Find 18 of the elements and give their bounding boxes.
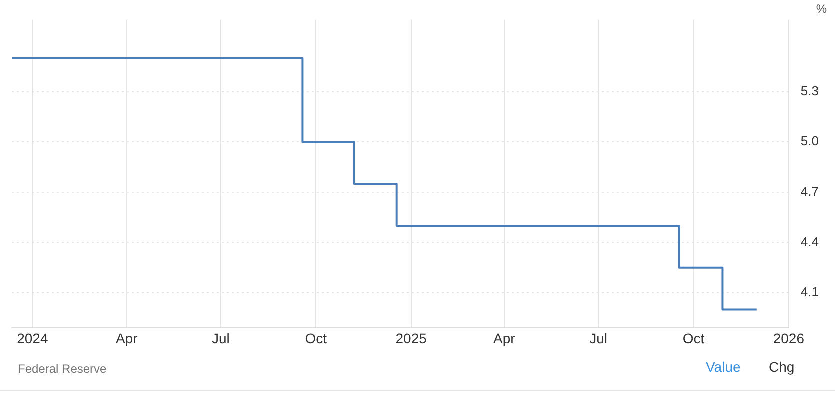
x-tick-label: Apr — [494, 330, 516, 346]
text: Value — [706, 359, 741, 375]
text: Federal Reserve — [18, 362, 107, 376]
x-tick-label: Jul — [590, 330, 608, 346]
x-tick-label: Apr — [116, 330, 138, 346]
x-tick-label: Oct — [682, 330, 705, 346]
y-tick-label: 4.4 — [800, 234, 820, 250]
text: Chg — [769, 359, 795, 375]
y-tick-label: 5.0 — [800, 134, 820, 149]
y-tick-label: 4.7 — [800, 184, 820, 200]
x-tick-label: 2024 — [17, 330, 48, 346]
y-tick-label: 5.3 — [800, 83, 820, 98]
x-tick-label: Jul — [212, 330, 230, 346]
y-tick-label: 4.1 — [800, 284, 820, 300]
x-tick-label: 2025 — [396, 330, 428, 346]
y-axis-title: % — [816, 2, 827, 16]
x-tick-label: 2026 — [773, 330, 805, 346]
x-tick-label: Oct — [305, 330, 328, 346]
